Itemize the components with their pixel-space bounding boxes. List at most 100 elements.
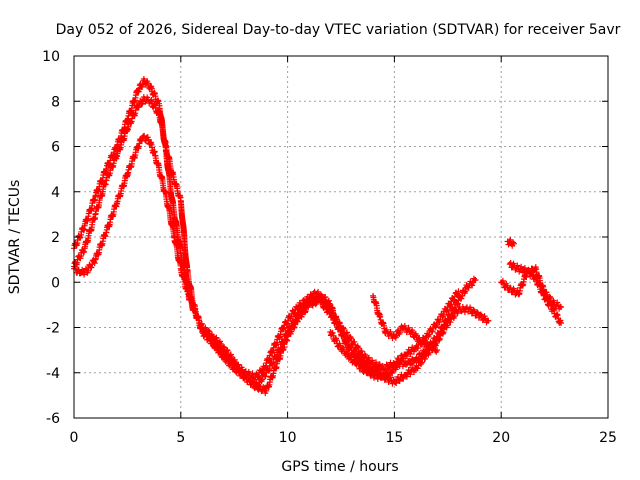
data-point [209, 333, 216, 340]
data-point [412, 344, 419, 351]
data-point [444, 304, 451, 311]
data-point [124, 170, 131, 177]
data-point [434, 347, 441, 354]
data-point [231, 358, 238, 365]
data-point [263, 369, 270, 376]
data-point [124, 125, 131, 132]
data-point [335, 342, 342, 349]
x-tick-label: 0 [70, 430, 79, 446]
data-point [83, 267, 90, 274]
data-point [444, 319, 451, 326]
data-point [455, 288, 462, 295]
data-point [515, 265, 522, 272]
data-point [558, 304, 565, 311]
data-point [402, 372, 409, 379]
data-point [511, 240, 518, 247]
data-point [113, 152, 120, 159]
x-tick-label: 5 [176, 430, 185, 446]
data-point [376, 365, 383, 372]
data-point [241, 374, 248, 381]
data-point [263, 387, 270, 394]
data-point [412, 365, 419, 372]
data-point [558, 319, 565, 326]
data-point [141, 95, 148, 102]
data-point [549, 299, 556, 306]
data-point [162, 143, 169, 150]
data-point [391, 378, 398, 385]
data-point [532, 265, 539, 272]
data-point [273, 360, 280, 367]
y-tick-label: 2 [51, 230, 60, 246]
data-point [156, 102, 163, 109]
y-tick-label: -6 [46, 411, 60, 427]
series-segment-late-3 [504, 236, 518, 249]
data-point [412, 356, 419, 363]
data-point [549, 306, 556, 313]
data-point [177, 265, 184, 272]
data-point [316, 295, 323, 302]
data-point [135, 102, 142, 109]
series-segment-late-2 [498, 264, 565, 312]
data-point [464, 283, 471, 290]
data-point [382, 329, 389, 336]
data-point [169, 197, 176, 204]
data-point [103, 166, 110, 173]
data-point [164, 202, 171, 209]
data-point [408, 329, 415, 336]
data-point [359, 351, 366, 358]
data-point [141, 77, 148, 84]
data-point [288, 310, 295, 317]
data-point [485, 317, 492, 324]
data-point [370, 292, 377, 299]
data-point [506, 286, 513, 293]
data-point [81, 222, 88, 229]
y-tick-label: 4 [51, 185, 60, 201]
series-segment-noon [327, 329, 383, 378]
grid-layer [74, 56, 608, 418]
data-point [81, 245, 88, 252]
data-point [402, 351, 409, 358]
data-point [152, 152, 159, 159]
axis-layer: 0 5 10 15 20 25 -6 -4 -2 0 2 4 6 8 10 [42, 49, 617, 446]
data-point [280, 324, 287, 331]
x-tick-label: 25 [599, 430, 617, 446]
data-point [169, 170, 176, 177]
data-point [417, 338, 424, 345]
series-trace [71, 132, 461, 391]
data-point [297, 301, 304, 308]
data-point [305, 299, 312, 306]
y-tick-label: 0 [51, 275, 60, 291]
data-point [370, 360, 377, 367]
data-point [423, 351, 430, 358]
data-point [391, 333, 398, 340]
data-point [103, 229, 110, 236]
data-point [498, 279, 505, 286]
data-point [171, 234, 178, 240]
data-point [352, 360, 359, 367]
data-point [434, 319, 441, 326]
data-point [284, 329, 291, 336]
x-tick-label: 15 [385, 430, 403, 446]
data-point [344, 351, 351, 358]
data-point [177, 197, 184, 204]
data-point [156, 111, 163, 118]
data-point [220, 344, 227, 351]
data-point [348, 347, 355, 354]
x-tick-label: 20 [492, 430, 510, 446]
data-point [348, 338, 355, 345]
data-point [361, 367, 368, 374]
data-point [380, 374, 387, 381]
data-point [391, 360, 398, 367]
data-point [338, 324, 344, 331]
data-point [515, 290, 522, 297]
data-point [103, 177, 110, 184]
series-segment-afternoon [370, 292, 441, 355]
data-layer [71, 76, 565, 397]
data-point [434, 338, 441, 345]
data-point [476, 313, 483, 320]
data-point [147, 98, 154, 105]
x-axis-label: GPS time / hours [281, 459, 398, 475]
series-track-lower [71, 132, 462, 391]
data-point [404, 360, 411, 367]
